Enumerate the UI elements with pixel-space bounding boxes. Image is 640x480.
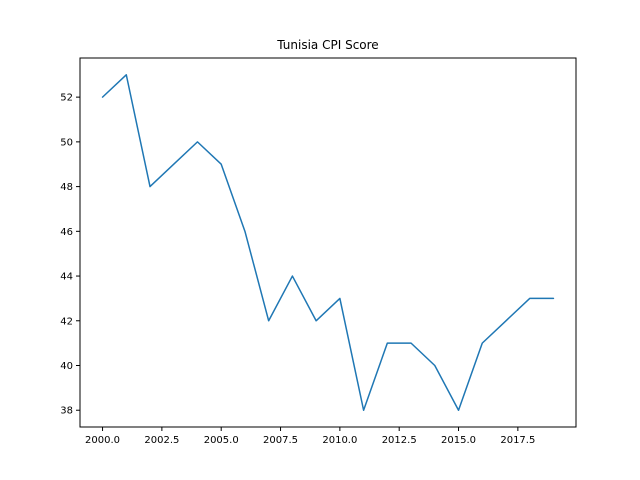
plot-frame	[79, 57, 577, 428]
y-tick-label: 42	[60, 316, 73, 327]
x-tick-label: 2002.5	[144, 435, 179, 446]
x-tick-label: 2000.0	[85, 435, 120, 446]
x-tick-label: 2010.0	[322, 435, 357, 446]
x-tick-label: 2005.0	[204, 435, 239, 446]
y-tick-label: 52	[60, 93, 73, 104]
y-tick-label: 38	[60, 406, 73, 417]
series-line-0	[101, 74, 555, 411]
x-tick-label: 2017.5	[500, 435, 535, 446]
y-tick-label: 44	[60, 272, 73, 283]
y-tick-label: 40	[60, 361, 73, 372]
y-tick-label: 46	[60, 227, 73, 238]
x-tick-label: 2012.5	[382, 435, 417, 446]
y-tick-label: 50	[60, 137, 73, 148]
chart-title: Tunisia CPI Score	[276, 38, 378, 52]
y-tick-label: 48	[60, 182, 73, 193]
x-tick-label: 2007.5	[263, 435, 298, 446]
x-tick-label: 2015.0	[441, 435, 476, 446]
plot-area: 2000.0 2002.5 2005.0 2007.5 2010.0 2012.5 2015…	[60, 74, 555, 446]
